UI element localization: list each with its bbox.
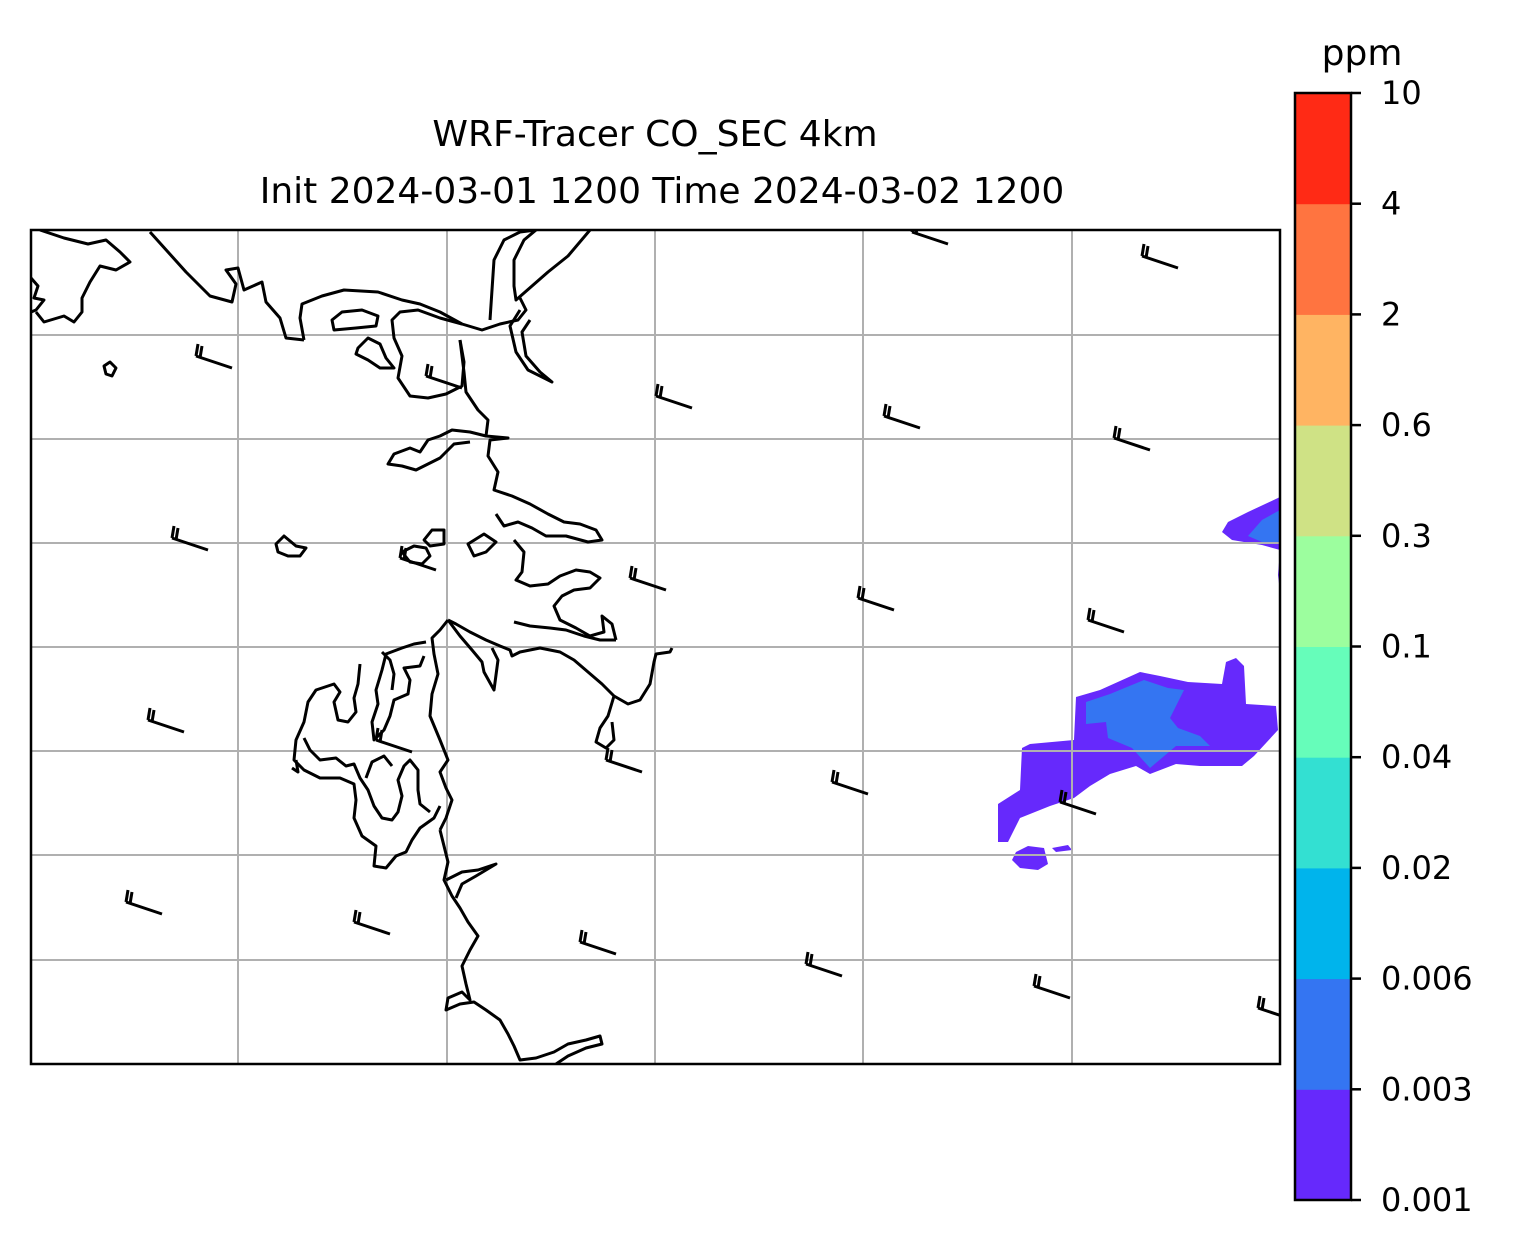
map-panel: [29, 228, 1282, 1066]
colorbar-band: [1295, 867, 1351, 980]
colorbar-tick-label: 0.003: [1381, 1070, 1473, 1108]
wind-barb: [146, 707, 185, 734]
map-title-line2: Init 2024-03-01 1200 Time 2024-03-02 120…: [260, 171, 1065, 212]
colorbar-band: [1295, 203, 1351, 315]
wind-barb: [830, 769, 869, 796]
colorbar-band: [1295, 1089, 1351, 1201]
wind-barb: [578, 929, 617, 956]
colorbar-tick-label: 0.1: [1381, 628, 1432, 666]
plume-east-upper-core: [1248, 510, 1280, 544]
plume-south-blob: [1012, 846, 1048, 870]
colorbar-tick-label: 10: [1381, 74, 1422, 112]
colorbar-unit-label: ppm: [1322, 33, 1403, 74]
wind-barb: [604, 747, 643, 774]
colorbar-band: [1295, 646, 1351, 758]
wind-barb: [374, 727, 413, 754]
wind-barb: [170, 525, 209, 552]
map-title-line1: WRF-Tracer CO_SEC 4km: [432, 114, 877, 155]
colorbar-tick-label: 0.02: [1381, 849, 1452, 887]
colorbar-band: [1295, 93, 1351, 205]
colorbar-band: [1295, 314, 1351, 426]
map-frame: [29, 228, 1282, 1066]
wind-barb: [1256, 995, 1280, 1017]
wind-barb: [1032, 973, 1071, 1000]
colorbar-frame: [1293, 91, 1353, 1202]
map-gridlines: [31, 230, 1280, 1064]
wind-barb: [882, 403, 921, 430]
colorbar-tick-label: 4: [1381, 185, 1401, 223]
plume-south-sliver: [1052, 845, 1072, 852]
colorbar-tick-label: 0.6: [1381, 406, 1432, 444]
wind-barb: [856, 585, 895, 612]
wind-barb: [194, 343, 233, 370]
colorbar-tick-label: 0.006: [1381, 960, 1473, 998]
plume-main-core: [1086, 680, 1210, 768]
wind-barb: [804, 951, 843, 978]
colorbar-band: [1295, 535, 1351, 647]
wind-barb: [398, 545, 437, 572]
colorbar-tick-label: 2: [1381, 295, 1401, 333]
colorbar-band: [1295, 978, 1351, 1090]
wind-barb: [910, 230, 949, 246]
colorbar-ticks: 0.001 0.003 0.006 0.02 0.04 0.1 0.3 0.6 2 4 10: [1351, 74, 1473, 1219]
wind-barb: [424, 363, 463, 390]
colorbar-tick-label: 0.001: [1381, 1181, 1473, 1219]
wind-barbs: [124, 230, 1280, 1017]
wind-barb: [1086, 607, 1125, 634]
wind-barb: [654, 383, 693, 410]
wind-barb: [628, 565, 667, 592]
wind-barb: [352, 909, 391, 936]
wind-barb: [1140, 243, 1179, 270]
colorbar-band: [1295, 757, 1351, 869]
colorbar-band: [1295, 425, 1351, 537]
wind-barb: [1112, 425, 1151, 452]
wind-barb: [1058, 789, 1097, 816]
wind-barb: [124, 889, 163, 916]
colorbar-tick-label: 0.04: [1381, 738, 1452, 776]
colorbar-tick-label: 0.3: [1381, 517, 1432, 555]
colorbar: ppm 0.001 0.003 0.006 0.02 0.04 0.1 0.3 0.6 2 4 10: [1293, 33, 1473, 1219]
colorbar-bands: [1295, 93, 1351, 1201]
